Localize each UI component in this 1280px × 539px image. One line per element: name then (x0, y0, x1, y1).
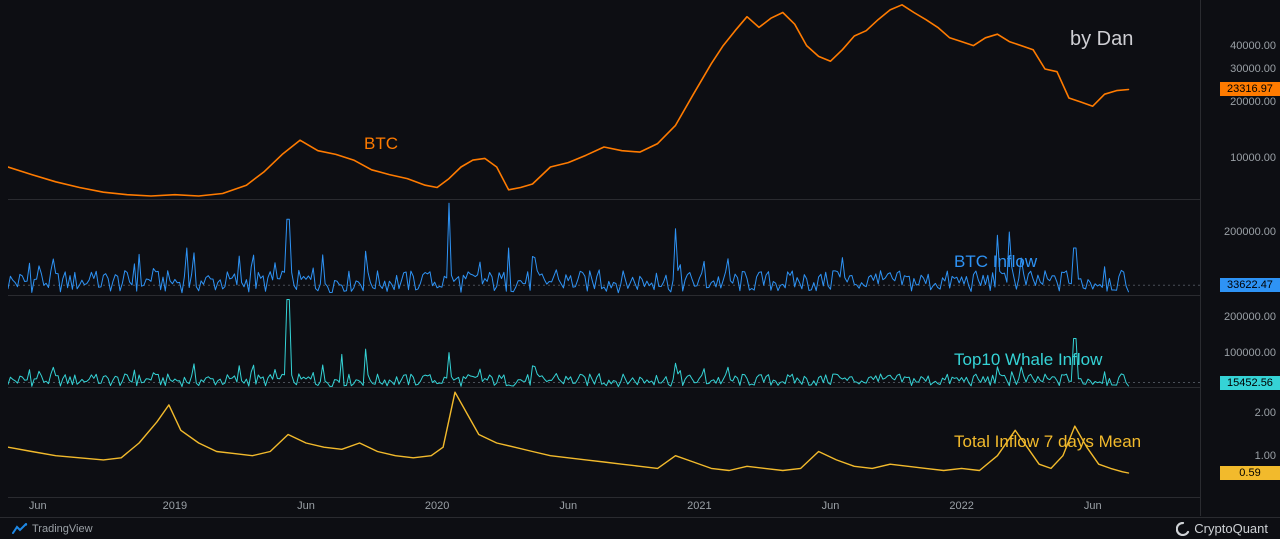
ytick: 30000.00 (1230, 63, 1276, 75)
ytick: 10000.00 (1230, 152, 1276, 164)
xtick: 2019 (163, 500, 187, 512)
attribution-text: by Dan (1070, 28, 1133, 51)
axis-divider (1200, 0, 1201, 516)
ytick: 1.00 (1255, 450, 1276, 462)
panel-inflow[interactable]: BTC Inflow (8, 200, 1200, 296)
panel-whale[interactable]: Top10 Whale Inflow (8, 296, 1200, 388)
cryptoquant-logo: CryptoQuant (1176, 521, 1268, 536)
xtick: Jun (559, 500, 577, 512)
ytick: 200000.00 (1224, 226, 1276, 238)
xtick: Jun (297, 500, 315, 512)
cryptoquant-icon (1176, 522, 1190, 536)
tradingview-label: TradingView (32, 523, 93, 535)
xtick: 2022 (949, 500, 973, 512)
xtick: Jun (29, 500, 47, 512)
y-axis-area: 10000.00 20000.00 30000.00 40000.00 23316.97… (1200, 0, 1280, 498)
x-axis: Jun 2019 Jun 2020 Jun 2021 Jun 2022 Jun (8, 498, 1200, 516)
current-value-tag-whale: 15452.56 (1220, 376, 1280, 390)
ytick: 40000.00 (1230, 40, 1276, 52)
xtick: Jun (1084, 500, 1102, 512)
current-value-tag-btc: 23316.97 (1220, 82, 1280, 96)
footer: TradingView CryptoQuant (0, 517, 1280, 539)
ytick: 100000.00 (1224, 347, 1276, 359)
ytick: 2.00 (1255, 407, 1276, 419)
ytick: 20000.00 (1230, 96, 1276, 108)
chart-area[interactable]: BTC BTC Inflow Top10 Whale Inflow Total … (8, 0, 1200, 498)
panel-btc[interactable]: BTC (8, 0, 1200, 200)
tradingview-icon (12, 523, 28, 535)
ytick: 200000.00 (1224, 311, 1276, 323)
xtick: Jun (822, 500, 840, 512)
tradingview-logo: TradingView (12, 523, 93, 535)
xtick: 2020 (425, 500, 449, 512)
current-value-tag-mean7: 0.59 (1220, 466, 1280, 480)
xtick: 2021 (687, 500, 711, 512)
cryptoquant-label: CryptoQuant (1194, 521, 1268, 536)
panel-mean7[interactable]: Total Inflow 7 days Mean (8, 388, 1200, 498)
current-value-tag-inflow: 33622.47 (1220, 278, 1280, 292)
